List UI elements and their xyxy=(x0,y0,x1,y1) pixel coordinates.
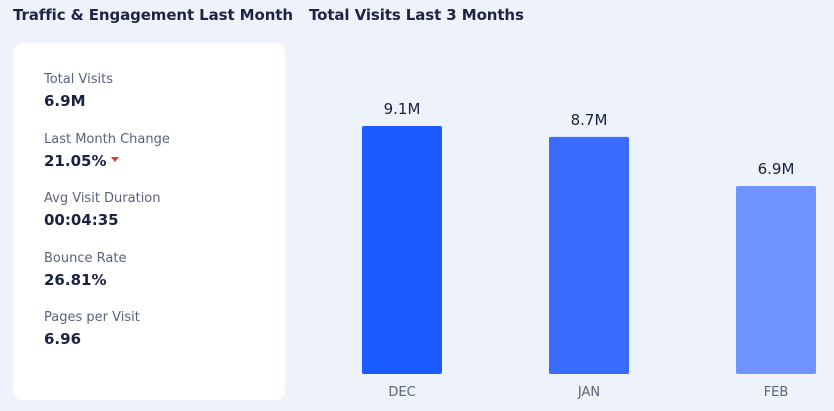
caret-down-icon xyxy=(111,156,120,162)
metric-value: 6.96 xyxy=(44,329,140,349)
metric-total-visits: Total Visits 6.9M xyxy=(44,72,113,111)
bar-value-label-jan: 8.7M xyxy=(571,111,608,129)
metric-value: 26.81% xyxy=(44,270,126,290)
bounce-rate-value: 26.81% xyxy=(44,271,107,289)
x-axis-label-dec: DEC xyxy=(388,385,415,400)
x-axis-label-feb: FEB xyxy=(764,385,789,400)
metric-avg-visit-duration: Avg Visit Duration 00:04:35 xyxy=(44,191,161,230)
metric-pages-per-visit: Pages per Visit 6.96 xyxy=(44,310,140,349)
total-visits-value: 6.9M xyxy=(44,92,86,110)
bar-dec[interactable] xyxy=(362,126,442,374)
total-visits-chart-title: Total Visits Last 3 Months xyxy=(309,6,524,24)
engagement-metrics-card: Total Visits 6.9M Last Month Change 21.0… xyxy=(13,43,285,400)
x-axis-label-jan: JAN xyxy=(577,385,600,400)
avg-visit-duration-value: 00:04:35 xyxy=(44,211,119,229)
bar-jan[interactable] xyxy=(549,136,629,374)
last-month-change-value: 21.05% xyxy=(44,152,107,170)
traffic-engagement-title: Traffic & Engagement Last Month xyxy=(13,6,293,24)
bar-value-label-dec: 9.1M xyxy=(384,100,421,118)
total-visits-bar-chart: 9.1M DEC 8.7M JAN 6.9M FEB xyxy=(362,100,816,400)
metric-label: Bounce Rate xyxy=(44,251,127,266)
pages-per-visit-value: 6.96 xyxy=(44,330,82,348)
bar-feb[interactable] xyxy=(736,185,816,374)
metric-last-month-change: Last Month Change 21.05% xyxy=(44,132,170,171)
metric-label: Avg Visit Duration xyxy=(44,191,161,206)
metric-bounce-rate: Bounce Rate 26.81% xyxy=(44,251,126,290)
metric-label: Last Month Change xyxy=(44,132,170,147)
metric-label: Pages per Visit xyxy=(44,310,140,325)
metric-label: Total Visits xyxy=(44,72,113,87)
metric-value: 6.9M xyxy=(44,91,113,111)
bar-value-label-feb: 6.9M xyxy=(758,160,795,178)
metric-value: 00:04:35 xyxy=(44,210,161,230)
metric-value: 21.05% xyxy=(44,151,170,171)
